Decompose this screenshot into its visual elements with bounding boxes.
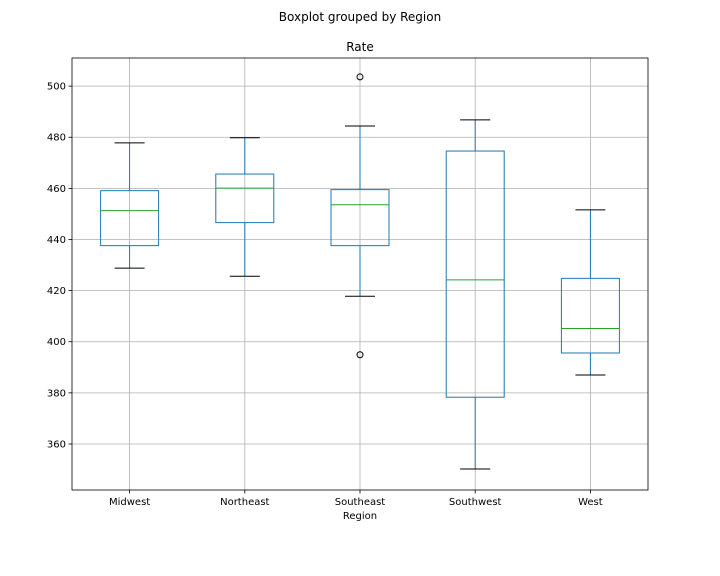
- plot-title: Rate: [346, 40, 374, 54]
- iqr-box: [100, 190, 160, 247]
- y-tick-label: 480: [47, 133, 66, 144]
- iqr-box: [215, 173, 275, 224]
- box-northeast: [215, 137, 275, 277]
- x-tick-label: Southeast: [335, 497, 386, 508]
- x-tick-label: Southwest: [449, 497, 502, 508]
- iqr-box: [445, 150, 505, 398]
- box-midwest: [100, 142, 160, 269]
- tick-layer: 360 380 400 420 440 460 480 500 Midwest Northeast…: [47, 82, 603, 508]
- iqr-box: [330, 189, 390, 247]
- x-tick-label: Midwest: [109, 497, 150, 508]
- outlier-point: [356, 73, 364, 81]
- x-tick-label: Northeast: [220, 497, 269, 508]
- x-tick-label: West: [578, 497, 603, 508]
- y-tick-label: 360: [47, 439, 66, 450]
- box-west: [560, 209, 620, 376]
- box-layer: [100, 73, 620, 470]
- box-southeast: [330, 73, 390, 359]
- iqr-box: [560, 277, 620, 354]
- y-tick-label: 500: [47, 82, 66, 93]
- x-axis-title: Region: [343, 511, 377, 522]
- figure-suptitle: Boxplot grouped by Region: [278, 10, 442, 24]
- y-tick-label: 380: [47, 388, 66, 399]
- y-tick-label: 440: [47, 235, 66, 246]
- y-tick-label: 420: [47, 286, 66, 297]
- y-tick-label: 460: [47, 184, 66, 195]
- y-tick-label: 400: [47, 337, 66, 348]
- box-southwest: [445, 119, 505, 470]
- outlier-point: [356, 351, 364, 359]
